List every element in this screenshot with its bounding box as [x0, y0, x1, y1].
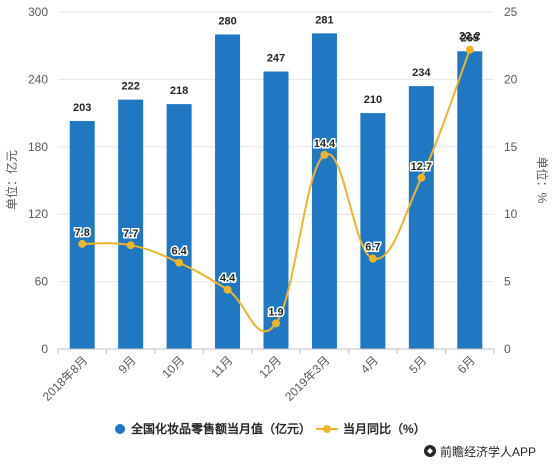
- bar-value-label: 222: [121, 81, 139, 93]
- line-value-label: 14.4: [314, 138, 336, 150]
- bar: [118, 99, 144, 350]
- legend-bar-label: 全国化妆品零售额当月值（亿元）: [130, 421, 311, 436]
- bar-value-label: 210: [364, 94, 382, 106]
- x-tick-label: 6月: [455, 353, 478, 376]
- line-value-label-halo: 12.7: [411, 161, 432, 173]
- line-value-label: 22.2: [459, 31, 480, 43]
- bar: [408, 86, 434, 349]
- line-value-label-halo: 7.7: [123, 228, 138, 240]
- source: 前瞻经济学人APP: [424, 444, 536, 459]
- legend: 全国化妆品零售额当月值（亿元） 当月同比（%）: [115, 421, 426, 436]
- line-series: [78, 45, 474, 333]
- bar-series: [69, 33, 483, 350]
- line-value-label-halo: 6.7: [365, 242, 380, 254]
- x-tick-label: 12月: [256, 353, 284, 381]
- x-tick-label: 2019年3月: [282, 353, 332, 403]
- bar: [215, 34, 241, 349]
- y-right-tick-label: 15: [504, 140, 518, 154]
- bar: [69, 120, 95, 349]
- x-tick-label: 10月: [159, 353, 187, 381]
- line-point: [126, 241, 135, 250]
- bar-value-label: 280: [218, 15, 236, 27]
- y-left-tick-label: 0: [41, 342, 48, 356]
- y-left-tick-label: 300: [28, 5, 48, 19]
- line-point: [320, 150, 329, 159]
- bar: [457, 51, 483, 350]
- line-value-label-halo: 6.4: [171, 246, 187, 258]
- x-tick-label: 2018年8月: [40, 353, 90, 403]
- line-point: [78, 239, 87, 248]
- y-left-tick-label: 240: [28, 72, 48, 86]
- y-right-tick-label: 5: [504, 275, 511, 289]
- bar: [311, 33, 337, 350]
- bar-value-label: 281: [315, 14, 333, 26]
- bar-value-label: 218: [170, 85, 188, 97]
- line-value-label: 1.9: [268, 306, 283, 318]
- line-point: [465, 45, 474, 54]
- x-tick-label: 5月: [406, 353, 429, 376]
- line-value-label-halo: 1.9: [268, 306, 283, 318]
- y-right-tick-label: 0: [504, 342, 511, 356]
- legend-line-label: 当月同比（%）: [343, 421, 426, 436]
- x-tick-label: 9月: [116, 353, 139, 376]
- line-path: [82, 49, 471, 333]
- line-value-label-halo: 4.4: [220, 273, 236, 285]
- line-value-label-halo: 14.4: [314, 138, 336, 150]
- x-tick-label: 4月: [358, 353, 381, 376]
- y-left-tick-label: 120: [28, 207, 48, 221]
- legend-bar-marker: [115, 424, 125, 434]
- line-value-label: 6.7: [365, 242, 380, 254]
- line-value-label: 4.4: [220, 273, 236, 285]
- line-value-label: 12.7: [411, 161, 432, 173]
- line-value-label: 6.4: [171, 246, 187, 258]
- line-point: [272, 319, 280, 328]
- line-point: [223, 285, 232, 294]
- bar-value-label: 247: [267, 53, 285, 65]
- bar-value-label: 234: [412, 67, 431, 79]
- y-right-axis-title: 单位：%: [535, 157, 550, 204]
- line-point: [368, 254, 377, 263]
- line-value-label-halo: 7.8: [75, 227, 90, 239]
- y-left-axis-title: 单位：亿元: [4, 150, 19, 210]
- source-label: 前瞻经济学人APP: [440, 444, 536, 459]
- bar: [166, 104, 192, 349]
- line-point: [417, 173, 426, 182]
- y-left-tick-label: 60: [35, 275, 49, 289]
- y-right-tick-label: 10: [504, 207, 518, 221]
- legend-line-marker-dot: [323, 425, 331, 433]
- bar: [360, 113, 386, 349]
- line-value-label: 7.7: [123, 228, 138, 240]
- source-logo-icon: [424, 445, 436, 457]
- bar-value-label: 265: [461, 32, 479, 44]
- line-point: [175, 258, 184, 267]
- y-left-tick-label: 180: [28, 140, 48, 154]
- x-tick-label: 11月: [208, 353, 235, 380]
- y-right-tick-label: 25: [504, 5, 518, 19]
- y-right-tick-label: 20: [504, 72, 518, 86]
- bar-value-label: 203: [73, 102, 91, 114]
- line-value-label: 7.8: [75, 227, 90, 239]
